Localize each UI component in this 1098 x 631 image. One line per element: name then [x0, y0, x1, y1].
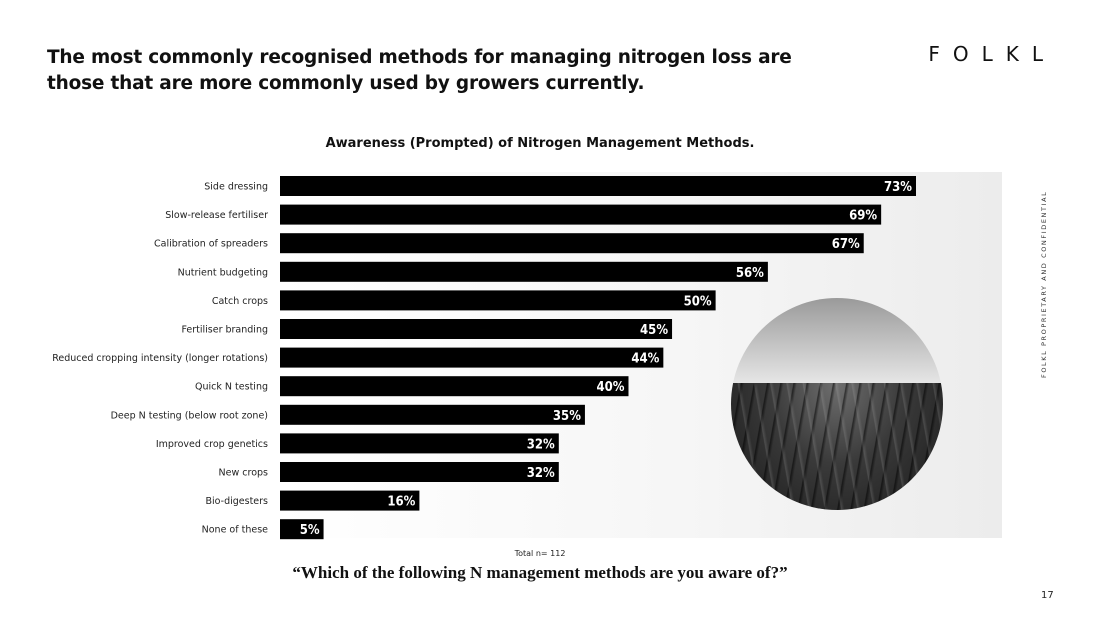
data-label: 5%: [300, 523, 320, 538]
bar: [280, 433, 559, 454]
sample-size: Total n= 112: [514, 549, 566, 558]
data-label: 56%: [736, 266, 764, 281]
data-label: 67%: [832, 237, 860, 252]
category-label: None of these: [202, 525, 269, 536]
category-label: New crops: [219, 468, 269, 479]
data-label: 16%: [387, 495, 415, 510]
photo-sky: [731, 298, 943, 383]
photo-field: [731, 382, 943, 510]
bar: [280, 261, 768, 282]
data-label: 32%: [527, 466, 555, 481]
bar: [280, 319, 673, 339]
data-label: 44%: [631, 352, 659, 367]
chart-title: Awareness (Prompted) of Nitrogen Managem…: [325, 136, 755, 151]
survey-question: “Which of the following N management met…: [292, 563, 788, 582]
category-label: Catch crops: [212, 296, 268, 307]
data-label: 45%: [640, 323, 668, 338]
photo-crop-rows: [731, 382, 943, 510]
bar: [280, 490, 420, 511]
category-label: Slow-release fertiliser: [165, 210, 268, 221]
page-number: 17: [1041, 590, 1054, 601]
bar: [280, 404, 585, 425]
category-label: Nutrient budgeting: [178, 267, 268, 278]
crop-field-photo: [731, 298, 943, 510]
bar: [280, 290, 716, 311]
category-label: Deep N testing (below root zone): [111, 410, 268, 421]
category-label: Side dressing: [204, 182, 268, 193]
category-label: Improved crop genetics: [156, 439, 268, 450]
category-label: Calibration of spreaders: [154, 239, 268, 250]
category-label: Fertiliser branding: [181, 325, 268, 336]
brand-logo: FOLKL: [928, 42, 1056, 66]
category-label: Quick N testing: [195, 382, 268, 393]
bar: [280, 176, 916, 196]
bar: [280, 376, 629, 397]
category-label: Reduced cropping intensity (longer rotat…: [52, 353, 268, 364]
bar: [280, 233, 864, 254]
bar: [280, 204, 882, 225]
data-label: 50%: [684, 294, 712, 309]
bar: [280, 519, 324, 540]
data-label: 73%: [884, 180, 912, 195]
bar: [280, 347, 664, 368]
slide-headline: The most commonly recognised methods for…: [47, 47, 792, 94]
data-label: 40%: [596, 380, 624, 395]
bar: [280, 462, 559, 482]
data-label: 32%: [527, 437, 555, 452]
data-label: 35%: [553, 409, 581, 424]
category-label: Bio-digesters: [206, 496, 269, 507]
data-label: 69%: [849, 209, 877, 224]
